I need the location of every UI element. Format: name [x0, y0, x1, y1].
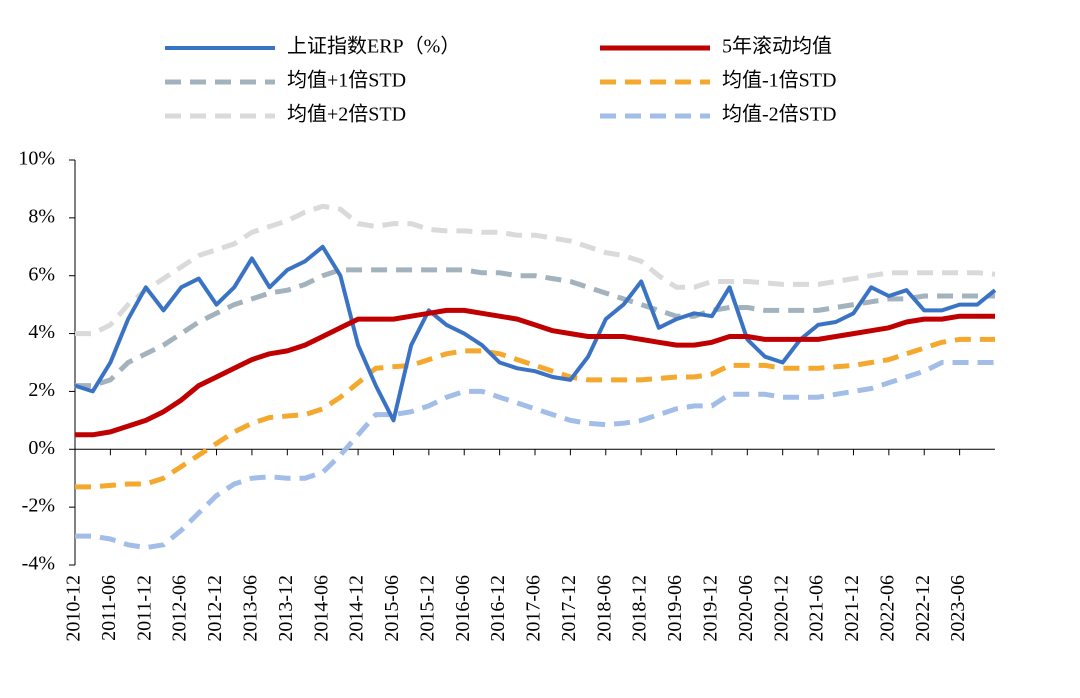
- x-tick-label: 2014-06: [310, 575, 332, 642]
- x-tick-label: 2023-06: [947, 575, 969, 642]
- x-tick-label: 2015-06: [381, 575, 403, 642]
- x-tick-label: 2019-12: [700, 575, 722, 642]
- x-tick-label: 2021-06: [806, 575, 828, 642]
- y-tick-label: 2%: [28, 379, 55, 401]
- x-tick-label: 2013-06: [240, 575, 262, 642]
- y-tick-label: -4%: [22, 553, 55, 575]
- series-line: [75, 203, 996, 337]
- y-tick-label: 10%: [18, 148, 55, 170]
- x-tick-label: 2011-12: [133, 575, 155, 641]
- x-tick-label: 2015-12: [416, 575, 438, 642]
- y-tick-label: 4%: [28, 321, 55, 343]
- x-tick-label: 2022-06: [876, 575, 898, 642]
- x-tick-label: 2013-12: [275, 575, 297, 642]
- x-tick-label: 2019-06: [664, 575, 686, 642]
- legend-label: 均值+1倍STD: [287, 69, 406, 92]
- x-tick-label: 2012-06: [169, 575, 191, 642]
- series-line: [75, 336, 995, 490]
- legend-label: 5年滚动均值: [722, 35, 832, 58]
- series-line: [75, 307, 995, 438]
- x-tick-label: 2017-06: [523, 575, 545, 642]
- x-tick-label: 2022-12: [912, 575, 934, 642]
- legend-label: 均值+2倍STD: [287, 103, 406, 126]
- legend-label: 均值-1倍STD: [722, 69, 836, 92]
- x-tick-label: 2021-12: [841, 575, 863, 642]
- legend-label: 上证指数ERP（%）: [287, 35, 460, 58]
- legend-label: 均值-2倍STD: [722, 103, 836, 126]
- x-tick-label: 2014-12: [346, 575, 368, 642]
- x-tick-label: 2020-06: [735, 575, 757, 642]
- y-tick-label: 6%: [28, 263, 55, 285]
- y-tick-label: -2%: [22, 495, 55, 517]
- x-tick-label: 2016-12: [487, 575, 509, 642]
- x-tick-label: 2011-06: [98, 575, 120, 641]
- series-line: [75, 267, 995, 389]
- x-tick-label: 2016-06: [452, 575, 474, 642]
- x-tick-label: 2017-12: [558, 575, 580, 642]
- y-tick-label: 8%: [28, 205, 55, 227]
- y-tick-label: 0%: [28, 437, 55, 459]
- x-tick-label: 2010-12: [63, 575, 85, 642]
- x-tick-label: 2020-12: [770, 575, 792, 642]
- series-line: [74, 244, 997, 423]
- x-tick-label: 2012-12: [204, 575, 226, 642]
- x-tick-label: 2018-12: [629, 575, 651, 642]
- x-tick-label: 2018-06: [593, 575, 615, 642]
- series-line: [75, 360, 995, 551]
